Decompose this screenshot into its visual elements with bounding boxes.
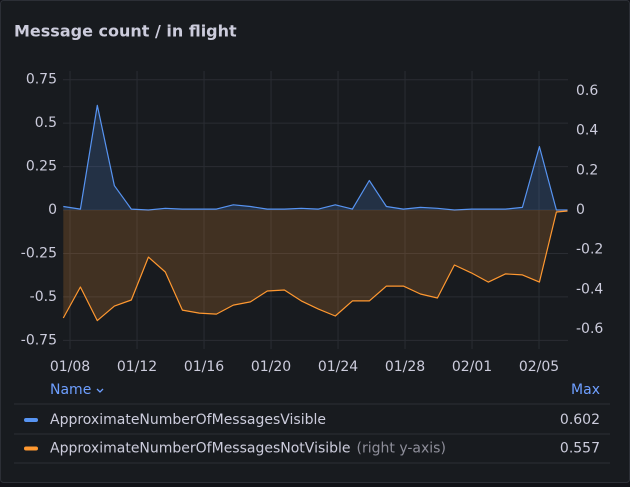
y-tick-label: 0.25	[26, 159, 57, 175]
x-tick-label: 01/24	[318, 359, 358, 375]
y-tick-label: -0.5	[30, 289, 57, 305]
x-tick-label: 01/16	[184, 359, 224, 375]
y2-tick-label: -0.4	[576, 281, 603, 297]
y2-tick-label: -0.6	[576, 321, 603, 337]
y-tick-label: -0.25	[21, 245, 57, 261]
legend-max: 0.557	[560, 441, 600, 457]
y2-tick-label: 0	[576, 202, 585, 218]
legend-max: 0.602	[560, 412, 600, 428]
y-tick-label: -0.75	[21, 332, 57, 348]
y-tick-label: 0.5	[35, 115, 57, 131]
x-tick-label: 01/20	[251, 359, 291, 375]
y2-tick-label: 0.4	[576, 123, 598, 139]
y2-tick-label: 0.2	[576, 162, 598, 178]
legend-swatch[interactable]	[24, 446, 38, 451]
legend-label[interactable]: ApproximateNumberOfMessagesNotVisible	[50, 441, 351, 457]
x-tick-label: 01/08	[50, 359, 90, 375]
y-tick-label: 0.75	[26, 72, 57, 88]
legend-max-header[interactable]: Max	[571, 382, 600, 398]
y2-tick-label: -0.2	[576, 242, 603, 258]
plot: -0.75 -0.5 -0.25 0 0.25 0.5 0.75 -0.6 -0.4 -0.2 0 0…	[21, 71, 603, 375]
y2-tick-label: 0.6	[576, 83, 598, 99]
panel-title: Message count / in flight	[14, 22, 237, 41]
series-line	[63, 104, 568, 211]
x-tick-label: 02/01	[452, 359, 492, 375]
legend: Name Max ApproximateNumberOfMessagesVisi…	[14, 382, 610, 464]
series-line	[62, 210, 568, 322]
x-tick-label: 01/28	[385, 359, 425, 375]
x-tick-label: 01/12	[117, 359, 157, 375]
area	[63, 210, 568, 321]
y-tick-label: 0	[48, 202, 57, 218]
legend-label[interactable]: ApproximateNumberOfMessagesVisible	[50, 412, 326, 428]
legend-name-header[interactable]: Name	[50, 382, 91, 398]
area	[63, 105, 568, 210]
legend-swatch[interactable]	[24, 418, 38, 422]
x-tick-label: 02/05	[519, 359, 559, 375]
sort-chevron[interactable]	[96, 388, 104, 393]
legend-axis-note: (right y-axis)	[357, 441, 446, 457]
